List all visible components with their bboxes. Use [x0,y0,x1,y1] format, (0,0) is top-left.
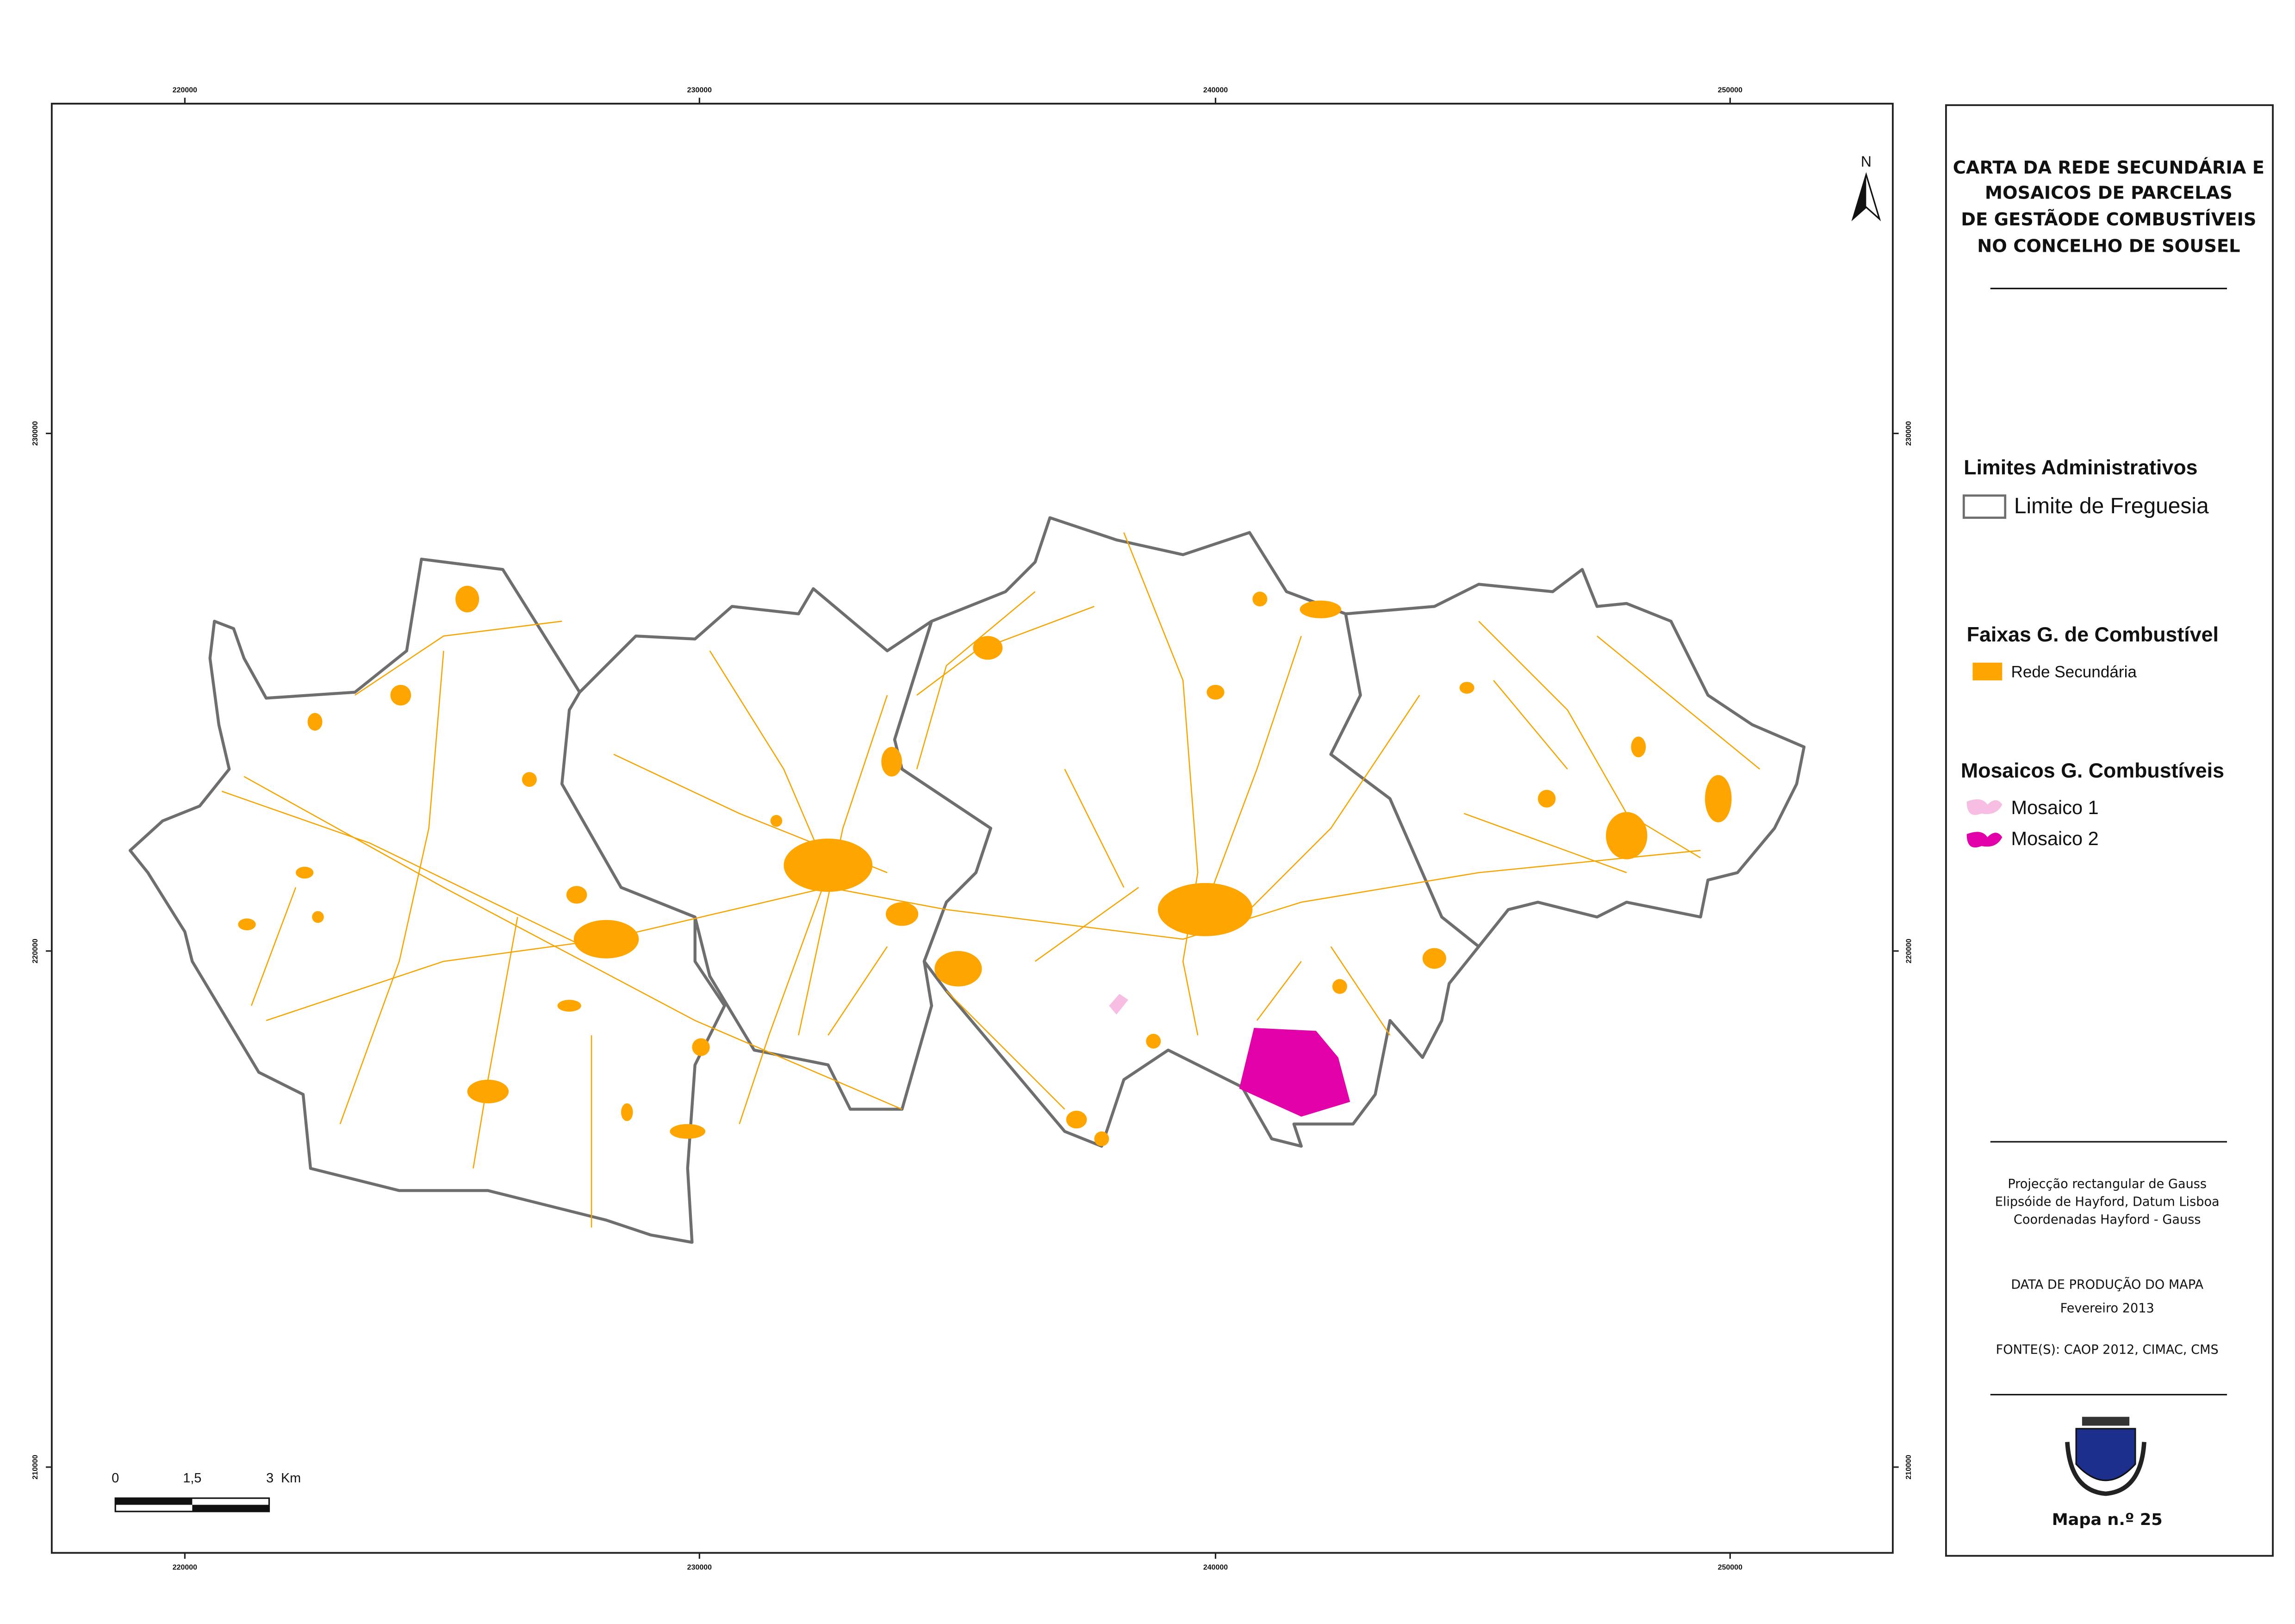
x-coordinate-label: 230000 [687,1563,712,1571]
sources-note: FONTE(S): CAOP 2012, CIMAC, CMS [1996,1343,2219,1357]
scale-label: 0 [112,1471,119,1486]
fuel-strip [307,713,323,731]
scale-bar-segment [192,1505,269,1512]
scale-label: 3 Km [266,1471,301,1486]
fuel-strip [692,1038,710,1056]
x-coordinate-label: 240000 [1203,86,1228,94]
parish-boundary [128,557,726,1244]
legend-heading: Mosaicos G. Combustíveis [1961,759,2224,782]
mosaic-1-area [1109,994,1128,1015]
scale-bar: 0 1,5 3 Km [112,1471,301,1512]
fuel-strip [973,636,1003,660]
production-note: Fevereiro 2013 [2060,1301,2154,1316]
fuel-strip [621,1103,633,1121]
title-line: MOSAICOS DE PARCELAS [1985,182,2233,203]
fuel-strip [238,918,256,931]
fuel-strip [467,1079,509,1103]
scale-label: 1,5 [183,1471,201,1486]
fuel-strip [1538,790,1556,808]
legend-swatch [1966,832,2003,848]
y-coordinate-label: 230000 [31,421,39,446]
mosaic-2-area [1239,1028,1350,1117]
fuel-strip [670,1124,706,1139]
fuel-strip [296,866,314,879]
fuel-strip [885,902,919,926]
emblem-ribbon [2065,1442,2146,1496]
legend-heading: Limites Administrativos [1964,456,2197,479]
y-coordinate-label: 220000 [1905,939,1913,963]
fuel-strip [881,747,902,777]
map-frame [50,103,1894,1554]
fuel-strip [1631,736,1646,758]
emblem-crown [2082,1417,2130,1426]
legend-item: Mosaico 2 [2011,828,2099,849]
legend-frame [1945,104,2274,1557]
fuel-strip [1332,979,1347,994]
fuel-strip [1066,1110,1087,1129]
fuel-strip [312,911,324,923]
fuel-strip [1207,684,1225,700]
fuel-strip [1459,682,1474,694]
fuel-strip [1300,600,1342,618]
x-coordinate-label: 230000 [687,86,712,94]
fuel-strip [770,815,783,827]
x-coordinate-label: 250000 [1718,1563,1742,1571]
legend-item: Mosaico 1 [2011,796,2099,818]
fuel-strip [455,585,479,613]
fuel-strip [1094,1131,1109,1146]
title-line: NO CONCELHO DE SOUSEL [1977,236,2240,256]
legend-swatch [1962,494,2007,519]
x-coordinate-label: 240000 [1203,1563,1228,1571]
legend-swatch [1972,662,2003,681]
projection-note: Projecção rectangular de Gauss [2008,1177,2207,1191]
legend-item: Limite de Freguesia [2014,494,2209,518]
title-line: CARTA DA REDE SECUNDÁRIA E [1953,156,2264,178]
fuel-strip [522,772,537,787]
legend-item: Rede Secundária [2011,663,2137,681]
fuel-strip [934,951,982,987]
fuel-strip [1146,1033,1161,1049]
north-arrow-half [1853,174,1866,219]
fuel-strip [1252,591,1268,607]
production-note: DATA DE PRODUÇÃO DO MAPA [2011,1277,2203,1292]
legend-panel: CARTA DA REDE SECUNDÁRIA E MOSAICOS DE P… [1953,156,2264,1529]
secondary-network-patches [238,585,1732,1146]
fuel-strip [573,920,639,958]
fuel-strip [1422,948,1446,969]
emblem-shield [2075,1428,2136,1481]
map-number: Mapa n.º 25 [2052,1510,2163,1529]
fuel-strip [390,684,411,706]
projection-note: Coordenadas Hayford - Gauss [2014,1213,2201,1227]
fuel-strip [1705,775,1732,822]
legend-swatch [1966,799,2003,815]
fuel-strip [557,1000,581,1012]
fuel-strip [1606,812,1648,859]
north-label: N [1861,153,1872,170]
projection-note: Elipsóide de Hayford, Datum Lisboa [1995,1195,2220,1209]
y-coordinate-label: 210000 [31,1455,39,1479]
scale-bar-segment [115,1498,193,1505]
x-coordinate-label: 220000 [173,86,197,94]
y-coordinate-label: 230000 [1905,421,1913,446]
coordinate-labels: 220000 220000 230000 230000 240000 240000 2500… [31,86,1913,1571]
title-line: DE GESTÃODE COMBUSTÍVEIS [1961,208,2256,230]
municipal-emblem [2065,1417,2146,1496]
y-coordinate-label: 220000 [31,939,39,963]
fuel-strip [1157,883,1253,936]
fuel-strip [566,886,587,904]
x-coordinate-label: 250000 [1718,86,1742,94]
legend-heading: Faixas G. de Combustível [1967,623,2219,646]
parish-boundary [893,516,1480,1148]
y-coordinate-label: 210000 [1905,1455,1913,1479]
fuel-strip [784,839,873,892]
map-area [128,516,1806,1244]
x-coordinate-label: 220000 [173,1563,197,1571]
